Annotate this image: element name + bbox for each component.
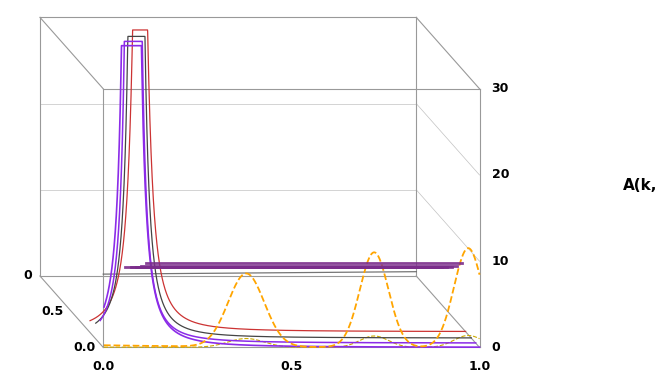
Text: 30: 30: [492, 82, 509, 95]
Text: A(k,: A(k,: [623, 178, 657, 193]
Text: 0: 0: [23, 269, 32, 283]
Text: 0.0: 0.0: [92, 360, 115, 373]
Text: 0.5: 0.5: [41, 305, 64, 318]
Text: 1.0: 1.0: [468, 360, 491, 373]
Text: 0.0: 0.0: [73, 341, 95, 354]
Text: 0.5: 0.5: [280, 360, 302, 373]
Text: 20: 20: [492, 168, 509, 181]
Text: 10: 10: [492, 255, 509, 268]
Text: 0: 0: [492, 341, 500, 354]
